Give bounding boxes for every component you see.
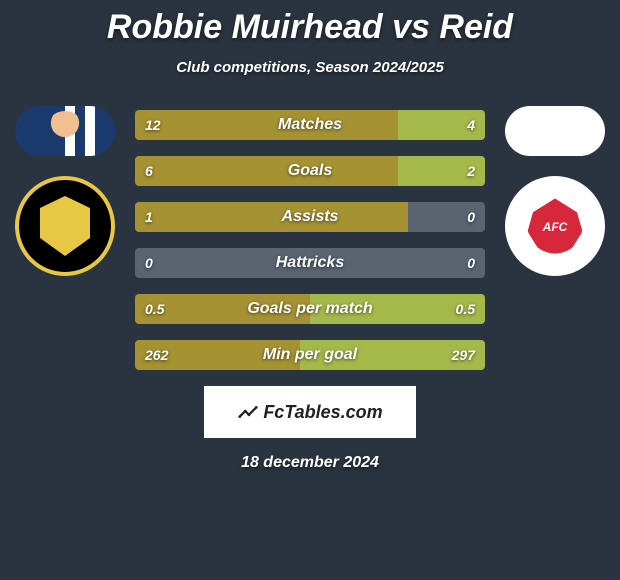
- page-title: Robbie Muirhead vs Reid: [0, 0, 620, 47]
- player2-club-badge: [505, 176, 605, 276]
- player1-avatar: [15, 106, 115, 156]
- player1-column: [10, 106, 120, 276]
- comparison-content: 124Matches62Goals10Assists00Hattricks0.5…: [0, 106, 620, 370]
- stat-row: 0 0Hattricks: [135, 248, 485, 278]
- stat-bar-p1: [135, 340, 300, 370]
- stat-row: 10Assists: [135, 202, 485, 232]
- stat-bar-p2: [398, 110, 486, 140]
- stat-row: 0.50.5Goals per match: [135, 294, 485, 324]
- stat-bar-p1: [135, 202, 408, 232]
- stat-row: 262297Min per goal: [135, 340, 485, 370]
- stat-row: 124Matches: [135, 110, 485, 140]
- stat-value-p1: 0: [145, 248, 153, 278]
- player2-avatar: [505, 106, 605, 156]
- stat-bar-p2: [398, 156, 486, 186]
- watermark-text: FcTables.com: [263, 402, 382, 423]
- player1-club-badge: [15, 176, 115, 276]
- stat-label: Hattricks: [135, 248, 485, 278]
- stat-bar-p2: [300, 340, 486, 370]
- chart-icon: [237, 401, 259, 423]
- stat-row: 62Goals: [135, 156, 485, 186]
- player2-column: [500, 106, 610, 276]
- page-subtitle: Club competitions, Season 2024/2025: [0, 59, 620, 76]
- stat-bar-p1: [135, 294, 310, 324]
- stat-bars: 124Matches62Goals10Assists00Hattricks0.5…: [135, 106, 485, 370]
- stat-bar-p1: [135, 110, 398, 140]
- stat-bar-p1: [135, 156, 398, 186]
- watermark: FcTables.com: [204, 386, 416, 438]
- stat-value-p2: 0: [467, 202, 475, 232]
- date-label: 18 december 2024: [0, 454, 620, 472]
- stat-value-p2: 0: [467, 248, 475, 278]
- stat-bar-p2: [310, 294, 485, 324]
